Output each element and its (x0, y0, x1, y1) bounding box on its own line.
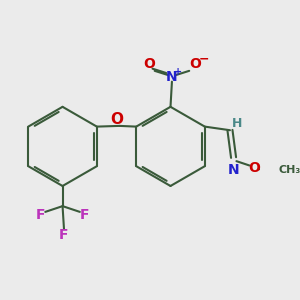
Text: N: N (166, 70, 178, 84)
Text: F: F (36, 208, 46, 222)
Text: N: N (228, 163, 239, 177)
Text: O: O (110, 112, 123, 127)
Text: H: H (232, 116, 242, 130)
Text: CH₃: CH₃ (278, 165, 300, 175)
Text: F: F (59, 228, 69, 242)
Text: O: O (143, 57, 155, 70)
Text: O: O (248, 161, 260, 176)
Text: +: + (174, 67, 182, 77)
Text: O: O (189, 57, 201, 70)
Text: −: − (199, 52, 210, 65)
Text: F: F (80, 208, 89, 222)
